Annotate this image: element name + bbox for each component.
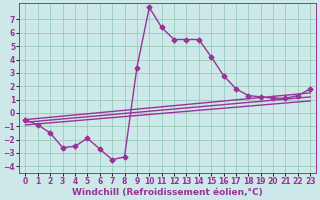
X-axis label: Windchill (Refroidissement éolien,°C): Windchill (Refroidissement éolien,°C) xyxy=(72,188,263,197)
